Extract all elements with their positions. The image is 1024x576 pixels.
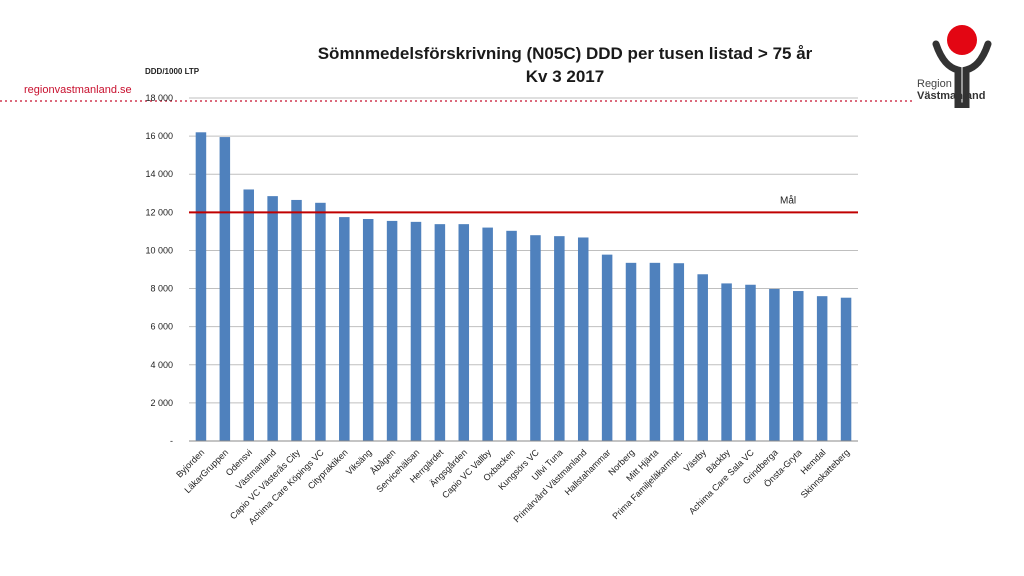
grid-lines: [189, 97, 858, 404]
bar: [745, 284, 756, 441]
y-tick-label: 14 000: [145, 169, 173, 179]
bar: [386, 220, 398, 441]
bar: [219, 137, 231, 441]
bar: [267, 196, 278, 441]
x-tick-label: Viksäng: [344, 447, 374, 477]
y-tick-label: 6 000: [150, 322, 173, 332]
bar: [721, 283, 732, 441]
bar: [434, 224, 446, 441]
y-tick-label: 8 000: [150, 284, 173, 294]
logo-region-text: Region: [917, 78, 952, 90]
bar: [315, 202, 326, 441]
bar: [195, 132, 207, 442]
y-tick-label: 12 000: [145, 207, 173, 217]
bar: [458, 224, 470, 441]
y-tick-label: 4 000: [150, 360, 173, 370]
logo-name-text: Västmanland: [917, 90, 986, 102]
bar: [362, 219, 374, 441]
y-tick-label: -: [170, 436, 173, 446]
bar: [840, 297, 852, 441]
bar: [673, 263, 685, 441]
bar: [577, 237, 589, 441]
bar: [482, 227, 493, 441]
bar: [506, 230, 517, 441]
bar: [601, 254, 613, 441]
bar: [243, 189, 254, 441]
y-tick-label: 16 000: [145, 131, 173, 141]
bar: [625, 262, 637, 441]
y-tick-label: 18 000: [145, 93, 173, 103]
target-label: Mål: [780, 194, 796, 206]
bar: [554, 236, 565, 441]
bar: [816, 296, 828, 441]
chart-title-line2: Kv 3 2017: [525, 67, 605, 86]
bar: [291, 199, 302, 441]
x-tick-labels: ByjordenLäkarGruppenOdensviVästmanlandCa…: [174, 447, 851, 527]
y-tick-labels: - 2 000 4 000 6 000 8 000 10 000 12 000 14 000 1…: [145, 93, 173, 446]
bar: [793, 291, 804, 441]
bar: [697, 274, 708, 441]
region-logo-icon: [932, 25, 992, 108]
bar: [649, 262, 661, 441]
website-link[interactable]: regionvastmanland.se: [24, 84, 132, 96]
y-axis-label: DDD/1000 LTP: [145, 67, 200, 76]
bar: [530, 235, 541, 441]
chart-title-line1: Sömnmedelsförskrivning (N05C) DDD per tu…: [317, 44, 813, 63]
bar: [410, 221, 422, 441]
bar: [339, 217, 350, 441]
bar: [769, 288, 780, 441]
y-tick-label: 2 000: [150, 398, 173, 408]
bars: [195, 132, 852, 442]
y-tick-label: 10 000: [145, 245, 173, 255]
